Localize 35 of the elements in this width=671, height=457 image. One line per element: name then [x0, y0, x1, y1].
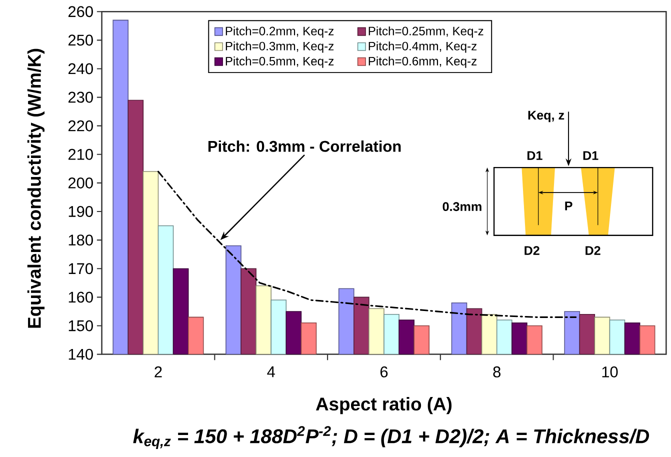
y-tick-label: 170: [68, 263, 93, 274]
annotation: 0.3mm: [442, 202, 482, 212]
x-tick-label: 10: [602, 366, 618, 378]
x-tick-label: 8: [493, 366, 500, 378]
annotation: D1: [527, 151, 542, 160]
y-axis-title: Equivalent conductivity (W/m/K): [27, 48, 45, 328]
legend-label: Pitch=0.3mm, Keq-z: [226, 42, 334, 53]
y-tick-label: 250: [68, 34, 93, 46]
y-tick-label: 200: [68, 178, 93, 188]
annotation: Pitch: 0.3mm - Correlation: [208, 140, 401, 152]
y-tick-label: 230: [68, 92, 93, 103]
y-tick-label: 190: [68, 206, 93, 218]
annotation: Keq, z: [528, 110, 564, 122]
text: k$_{eq,z}$ = 150 + 188D$^{2}$P$^{-2}$; D = (D1 + D2)/2; A = Thickness/D: [133, 426, 650, 450]
x-tick-label: 6: [380, 366, 388, 378]
x-tick-label: 2: [154, 366, 162, 378]
legend-label: Pitch=0.4mm, Keq-z: [368, 42, 477, 53]
y-tick-label: 150: [68, 320, 93, 332]
y-tick-label: 240: [68, 63, 93, 74]
legend-label: Pitch=0.6mm, Keq-z: [368, 56, 477, 68]
annotation: D2: [524, 246, 540, 255]
y-tick-label: 220: [68, 120, 93, 132]
y-tick-label: 140: [68, 348, 93, 360]
legend-label: Pitch=0.2mm, Keq-z: [226, 26, 334, 38]
x-axis-title: Aspect ratio (A): [316, 397, 452, 414]
y-tick-label: 210: [68, 148, 93, 160]
y-tick-label: 160: [68, 292, 93, 303]
legend-label: Pitch=0.25mm, Keq-z: [368, 26, 484, 38]
legend-label: Pitch=0.5mm, Keq-z: [226, 56, 334, 68]
annotation: P: [565, 202, 572, 210]
x-tick-label: 4: [267, 366, 275, 378]
y-tick-label: 180: [68, 234, 93, 246]
annotation: D1: [583, 151, 598, 160]
y-tick-label: 260: [68, 6, 93, 18]
annotation: D2: [586, 246, 600, 255]
